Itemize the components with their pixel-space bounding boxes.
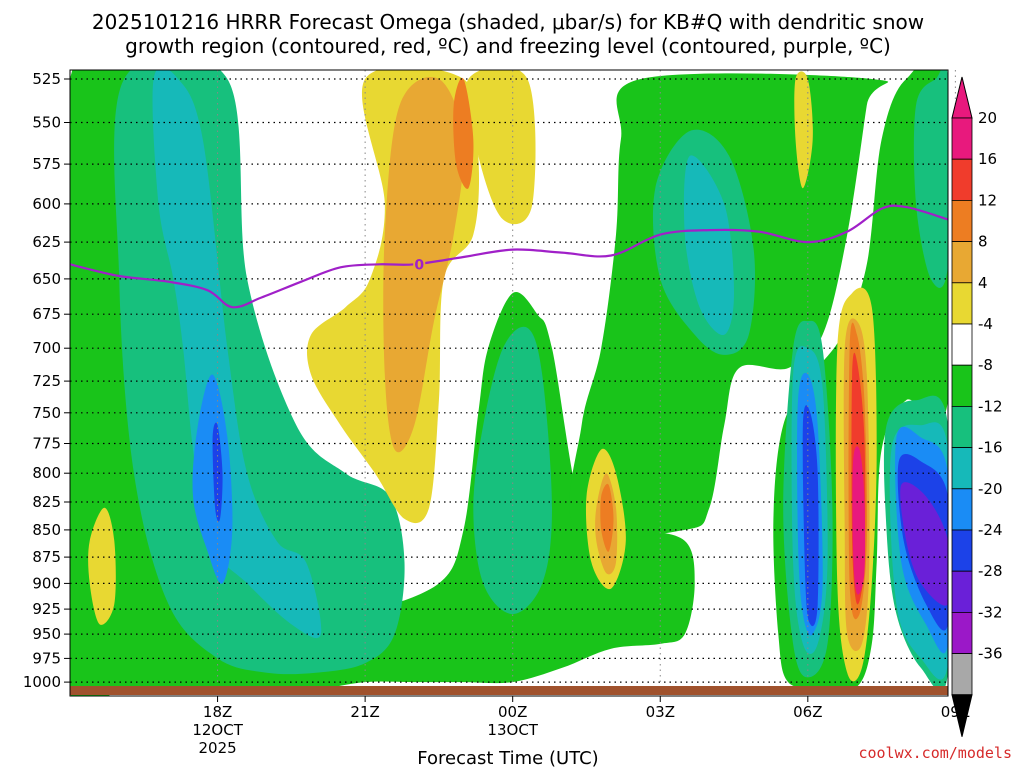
- colorbar-swatch-11: [951, 570, 973, 613]
- x-tick-label-0-0: 18Z: [203, 703, 232, 721]
- colorbar-swatch-10: [951, 529, 973, 572]
- colorbar-label-11: -28: [978, 562, 1003, 580]
- colorbar-label-7: -12: [978, 397, 1003, 415]
- colorbar-swatch-6: [951, 364, 973, 407]
- omega-region-19: [900, 482, 948, 606]
- y-tick-label-800: 800: [32, 464, 61, 482]
- y-tick-label-875: 875: [32, 548, 61, 566]
- omega-region-8: [913, 70, 948, 288]
- colorbar-swatch-4: [951, 282, 973, 325]
- colorbar-label-13: -36: [978, 645, 1003, 663]
- x-tick-label-0-2: 2025: [199, 739, 237, 757]
- ground-surface-bar: [70, 686, 948, 695]
- x-tick-label-4-0: 06Z: [793, 703, 822, 721]
- omega-shaded-regions: [70, 70, 948, 696]
- x-tick-label-0-1: 12OCT: [192, 721, 243, 739]
- colorbar-swatch-8: [951, 447, 973, 490]
- x-tick-label-1-0: 21Z: [350, 703, 379, 721]
- colorbar-low-arrow: [951, 694, 973, 737]
- y-tick-label-850: 850: [32, 521, 61, 539]
- colorbar-swatch-13: [951, 653, 973, 696]
- omega-region-24: [88, 507, 116, 625]
- freezing-level-contour: 0: [69, 204, 949, 309]
- y-tick-label-750: 750: [32, 404, 61, 422]
- y-tick-label-925: 925: [32, 600, 61, 618]
- plot-frame: [69, 69, 949, 697]
- grid-lines: [70, 70, 956, 696]
- omega-region-33: [852, 446, 866, 595]
- colorbar-label-4: 4: [978, 274, 988, 292]
- colorbar-label-3: 8: [978, 233, 988, 251]
- x-tick-label-3-0: 03Z: [646, 703, 675, 721]
- colorbar-label-2: 12: [978, 191, 997, 209]
- colorbar-swatch-3: [951, 241, 973, 284]
- omega-region-10: [683, 155, 734, 336]
- y-tick-label-900: 900: [32, 574, 61, 592]
- omega-region-17: [802, 405, 819, 627]
- omega-region-29: [453, 77, 474, 189]
- credit-link[interactable]: coolwx.com/models: [858, 744, 1012, 762]
- colorbar-label-12: -32: [978, 603, 1003, 621]
- y-tick-label-775: 775: [32, 435, 61, 453]
- y-tick-label-825: 825: [32, 493, 61, 511]
- colorbar-swatch-12: [951, 612, 973, 655]
- colorbar: 20 16 12 8 4 -4 -8 -12 -16 -20 -24 -28 -32 -36: [951, 76, 1003, 737]
- colorbar-label-6: -8: [978, 356, 993, 374]
- x-axis-label: Forecast Time (UTC): [417, 748, 598, 768]
- y-tick-label-675: 675: [32, 305, 61, 323]
- colorbar-label-0: 20: [978, 109, 997, 127]
- x-tick-label-2-1: 13OCT: [487, 721, 538, 739]
- chart-title-line1: 2025101216 HRRR Forecast Omega (shaded, …: [92, 10, 924, 34]
- y-tick-label-1000: 1000: [23, 673, 61, 691]
- colorbar-label-5: -4: [978, 315, 993, 333]
- colorbar-swatch-5: [951, 323, 973, 366]
- omega-region-30: [600, 483, 614, 552]
- colorbar-swatch-9: [951, 488, 973, 531]
- y-tick-label-600: 600: [32, 195, 61, 213]
- y-tick-label-725: 725: [32, 372, 61, 390]
- colorbar-swatch-0: [951, 117, 973, 160]
- omega-region-4: [473, 326, 552, 615]
- colorbar-swatch-1: [951, 158, 973, 201]
- colorbar-label-8: -16: [978, 439, 1003, 457]
- colorbar-swatch-7: [951, 405, 973, 448]
- freezing-level-label: 0: [414, 257, 424, 273]
- x-tick-label-2-0: 00Z: [498, 703, 527, 721]
- colorbar-label-1: 16: [978, 150, 997, 168]
- y-tick-label-650: 650: [32, 270, 61, 288]
- y-axis-ticks: 525 550 575 600 625 650 675 700 725 750 775 800 825 8…: [23, 70, 70, 691]
- y-tick-label-550: 550: [32, 114, 61, 132]
- colorbar-label-10: -24: [978, 521, 1003, 539]
- chart-title-line2: growth region (contoured, red, ºC) and f…: [125, 34, 891, 58]
- y-tick-label-700: 700: [32, 339, 61, 357]
- omega-region-9: [152, 70, 322, 639]
- freezing-level-label-bg: [413, 255, 426, 272]
- y-tick-label-625: 625: [32, 233, 61, 251]
- colorbar-swatch-2: [951, 199, 973, 242]
- omega-region-13: [192, 374, 233, 584]
- colorbar-label-9: -20: [978, 480, 1003, 498]
- freezing-level-line: [69, 204, 949, 309]
- y-tick-label-575: 575: [32, 155, 61, 173]
- y-tick-label-525: 525: [32, 70, 61, 88]
- y-tick-label-950: 950: [32, 625, 61, 643]
- y-tick-label-975: 975: [32, 649, 61, 667]
- omega-region-21: [465, 70, 536, 225]
